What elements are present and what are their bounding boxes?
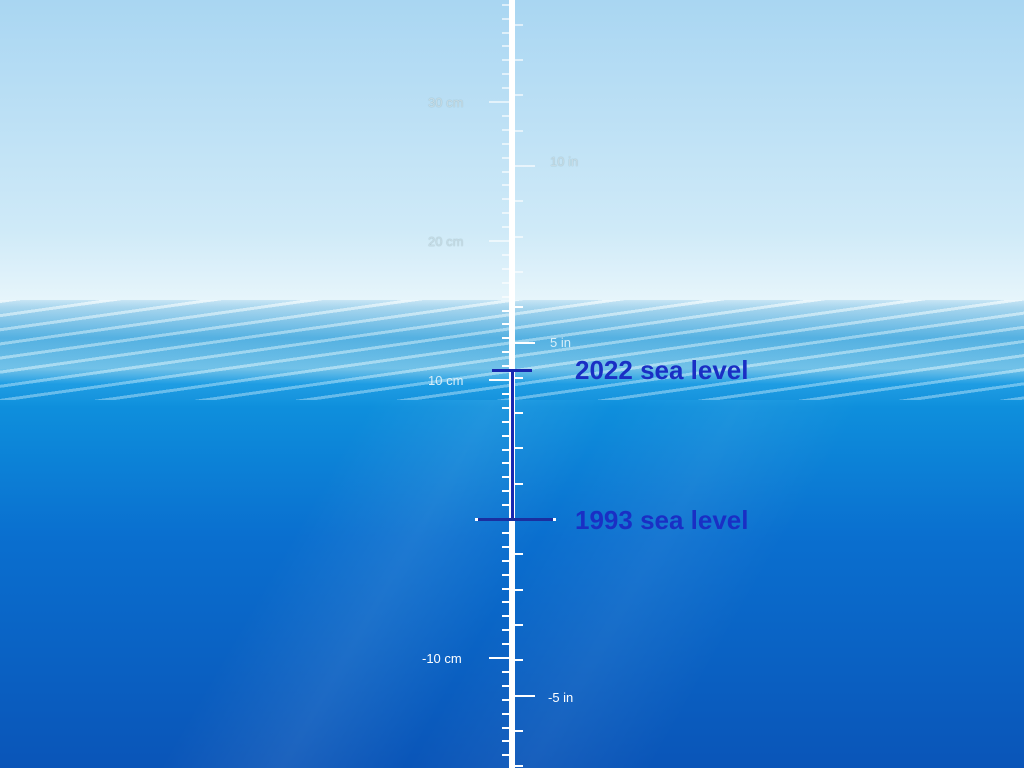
cm-tick [502,59,509,62]
cm-tick [502,337,509,340]
inch-tick [515,482,523,485]
cm-tick [502,184,509,187]
label-minus-10cm: -10 cm [422,651,462,666]
cm-tick [502,684,509,687]
cm-tick [502,740,509,743]
inch-tick [515,129,523,132]
label-minus-5in: -5 in [548,690,574,705]
cm-tick [489,101,509,103]
cm-tick [502,601,509,604]
cm-tick [502,281,509,284]
cm-tick [502,559,509,562]
2022-level-cap [492,369,532,372]
cm-tick [502,392,509,395]
cm-tick [489,379,509,381]
inch-tick [515,59,523,62]
inch-tick [515,412,523,415]
inch-tick [515,765,523,768]
cm-tick [502,45,509,48]
cm-tick [502,448,509,451]
2022-sea-level-label: 2022 sea level [575,355,749,385]
1993-sea-level-label: 1993 sea level [575,505,749,535]
inch-tick [515,94,523,97]
cm-tick [502,3,509,6]
cm-tick [502,253,509,256]
inch-tick [515,341,535,344]
inch-tick [515,659,523,662]
cm-tick [502,420,509,423]
label-20cm: 20 cm [428,234,464,249]
cm-tick [502,226,509,229]
inch-tick [515,235,523,238]
cm-tick [502,170,509,173]
cm-tick [502,504,509,507]
cm-tick [502,434,509,437]
cm-tick [489,240,509,242]
cm-tick [502,351,509,354]
inch-tick [515,694,535,697]
cm-tick [502,615,509,618]
cm-tick [502,73,509,76]
label-30cm: 30 cm [428,95,464,110]
label-10cm: 10 cm [428,373,464,388]
cm-tick [502,670,509,673]
cm-tick [502,406,509,409]
cm-tick [502,267,509,270]
inch-tick [515,23,523,26]
cm-tick [502,476,509,479]
inch-tick [515,729,523,732]
1993-level-cap [475,518,556,521]
inch-tick [515,623,523,626]
cm-tick [502,142,509,145]
inch-tick [515,200,523,203]
cm-tick [502,754,509,757]
cm-tick [502,31,509,34]
inch-tick [515,553,523,556]
cm-tick [502,114,509,117]
inch-tick [515,588,523,591]
cm-tick [502,323,509,326]
cm-tick [502,726,509,729]
cm-tick [502,309,509,312]
cm-tick [502,17,509,20]
cm-tick [502,698,509,701]
cm-tick [489,657,509,659]
label-10in: 10 in [550,154,579,169]
inch-tick [515,306,523,309]
cm-tick [502,87,509,90]
cm-tick [502,198,509,201]
cm-tick [502,531,509,534]
cm-tick [502,712,509,715]
inch-tick [515,270,523,273]
cm-tick [502,490,509,493]
cm-tick [502,545,509,548]
cm-tick [502,156,509,159]
inch-tick [515,165,535,167]
cm-tick [502,643,509,646]
cm-tick [502,573,509,576]
cm-tick [502,128,509,131]
cm-tick [502,365,509,368]
inch-tick [515,376,523,379]
inch-tick [515,447,523,450]
cm-tick [502,587,509,590]
cm-tick [502,295,509,298]
sea-level-rise-bar [511,370,514,519]
label-5in: 5 in [550,335,571,350]
cm-tick [502,629,509,632]
cm-tick [502,212,509,215]
cm-tick [502,462,509,465]
